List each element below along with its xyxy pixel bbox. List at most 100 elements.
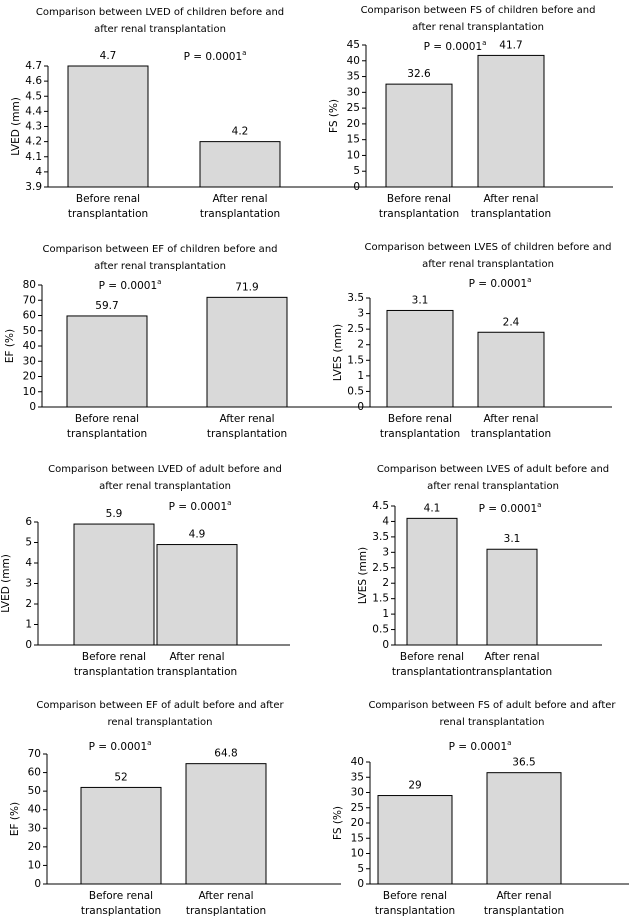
y-tick-label: 3.5	[372, 531, 389, 543]
y-tick-label: 6	[25, 516, 32, 528]
y-tick-label: 20	[351, 817, 364, 829]
x-tick-label: transplantation	[471, 208, 551, 220]
bar	[156, 544, 238, 646]
chart-title: Comparison between FS of adult before an…	[368, 700, 616, 711]
y-tick-label: 50	[28, 785, 41, 797]
bar	[486, 548, 538, 646]
annotation-mark: a	[527, 276, 531, 284]
y-tick-label: 0	[34, 878, 41, 890]
y-tick-label: 70	[28, 748, 41, 760]
value-label: 52	[114, 771, 127, 783]
y-tick-label: 0	[29, 401, 36, 413]
bar	[386, 309, 454, 408]
chart-title: after renal transplantation	[94, 261, 226, 272]
annotation-mark: a	[242, 49, 246, 57]
x-tick-label: After renal	[483, 413, 538, 425]
bar	[477, 331, 545, 408]
y-tick-label: 30	[28, 822, 41, 834]
annotation: P = 0.0001a	[479, 501, 542, 515]
annotation: P = 0.0001a	[169, 499, 232, 513]
y-tick-label: 1.5	[347, 354, 364, 366]
value-label: 5.9	[106, 508, 123, 520]
value-label: 3.1	[504, 533, 521, 545]
y-tick-label: 0.5	[347, 385, 364, 397]
annotation-text: P = 0.0001	[449, 741, 508, 753]
chart-title: Comparison between LVES of adult before …	[377, 464, 609, 475]
annotation: P = 0.0001a	[424, 39, 487, 53]
y-tick-label: 30	[23, 355, 36, 367]
y-tick-label: 4.6	[25, 75, 42, 87]
value-label: 64.8	[214, 748, 237, 760]
x-tick-label: transplantation	[157, 666, 237, 678]
annotation: P = 0.0001a	[99, 278, 162, 292]
value-label: 2.4	[503, 316, 520, 328]
value-label: 4.9	[189, 529, 206, 541]
chart-title: Comparison between LVED of children befo…	[36, 7, 284, 18]
y-tick-label: 2	[357, 339, 364, 351]
chart-title: Comparison between LVED of adult before …	[48, 464, 282, 475]
y-tick-label: 3	[25, 578, 32, 590]
y-tick-label: 0.5	[372, 624, 389, 636]
annotation: P = 0.0001a	[89, 739, 152, 753]
annotation-text: P = 0.0001	[469, 278, 528, 290]
y-tick-label: 4.2	[25, 136, 42, 148]
annotation-text: P = 0.0001	[99, 280, 158, 292]
value-label: 4.1	[424, 502, 441, 514]
x-tick-label: After renal	[169, 651, 224, 663]
bar	[185, 763, 267, 885]
y-tick-label: 2	[382, 577, 389, 589]
bar	[406, 517, 458, 646]
x-tick-label: After renal	[212, 193, 267, 205]
bar	[477, 54, 545, 188]
y-tick-label: 4.4	[25, 105, 42, 117]
x-tick-label: transplantation	[392, 666, 472, 678]
x-tick-label: Before renal	[76, 193, 140, 205]
y-tick-label: 4.3	[25, 121, 42, 133]
annotation-text: P = 0.0001	[169, 501, 228, 513]
x-tick-label: transplantation	[207, 428, 287, 440]
y-tick-label: 45	[347, 39, 360, 51]
annotation-mark: a	[147, 739, 151, 747]
annotation-mark: a	[507, 739, 511, 747]
x-tick-label: transplantation	[379, 208, 459, 220]
annotation-mark: a	[227, 499, 231, 507]
x-tick-label: transplantation	[68, 208, 148, 220]
annotation-text: P = 0.0001	[184, 51, 243, 63]
y-tick-label: 4.7	[25, 60, 42, 72]
x-tick-label: Before renal	[400, 651, 464, 663]
y-tick-label: 30	[347, 86, 360, 98]
y-tick-label: 1.5	[372, 593, 389, 605]
value-label: 59.7	[95, 300, 118, 312]
bar	[206, 296, 288, 408]
y-tick-label: 5	[25, 537, 32, 549]
annotation-text: P = 0.0001	[424, 41, 483, 53]
chart-title: Comparison between EF of children before…	[42, 244, 277, 255]
y-tick-label: 5	[357, 863, 364, 875]
y-tick-label: 1	[25, 619, 32, 631]
annotation-mark: a	[482, 39, 486, 47]
y-tick-label: 20	[347, 118, 360, 130]
x-tick-label: transplantation	[67, 428, 147, 440]
y-tick-label: 20	[28, 841, 41, 853]
y-tick-label: 40	[351, 756, 364, 768]
y-tick-label: 10	[28, 859, 41, 871]
y-tick-label: 30	[351, 787, 364, 799]
y-tick-label: 3.5	[347, 292, 364, 304]
y-tick-label: 4.1	[25, 151, 42, 163]
value-label: 3.1	[412, 294, 429, 306]
value-label: 4.2	[232, 126, 249, 138]
value-label: 36.5	[512, 757, 535, 769]
y-tick-label: 25	[351, 802, 364, 814]
x-tick-label: After renal	[198, 890, 253, 902]
y-tick-label: 10	[347, 149, 360, 161]
y-tick-label: 20	[23, 371, 36, 383]
x-tick-label: transplantation	[200, 208, 280, 220]
y-axis-label: FS (%)	[328, 99, 340, 133]
y-tick-label: 1	[382, 608, 389, 620]
y-tick-label: 4	[35, 166, 42, 178]
y-tick-label: 5	[353, 165, 360, 177]
x-tick-label: Before renal	[383, 890, 447, 902]
x-tick-label: transplantation	[375, 905, 455, 917]
y-tick-label: 4.5	[25, 90, 42, 102]
value-label: 29	[408, 780, 421, 792]
